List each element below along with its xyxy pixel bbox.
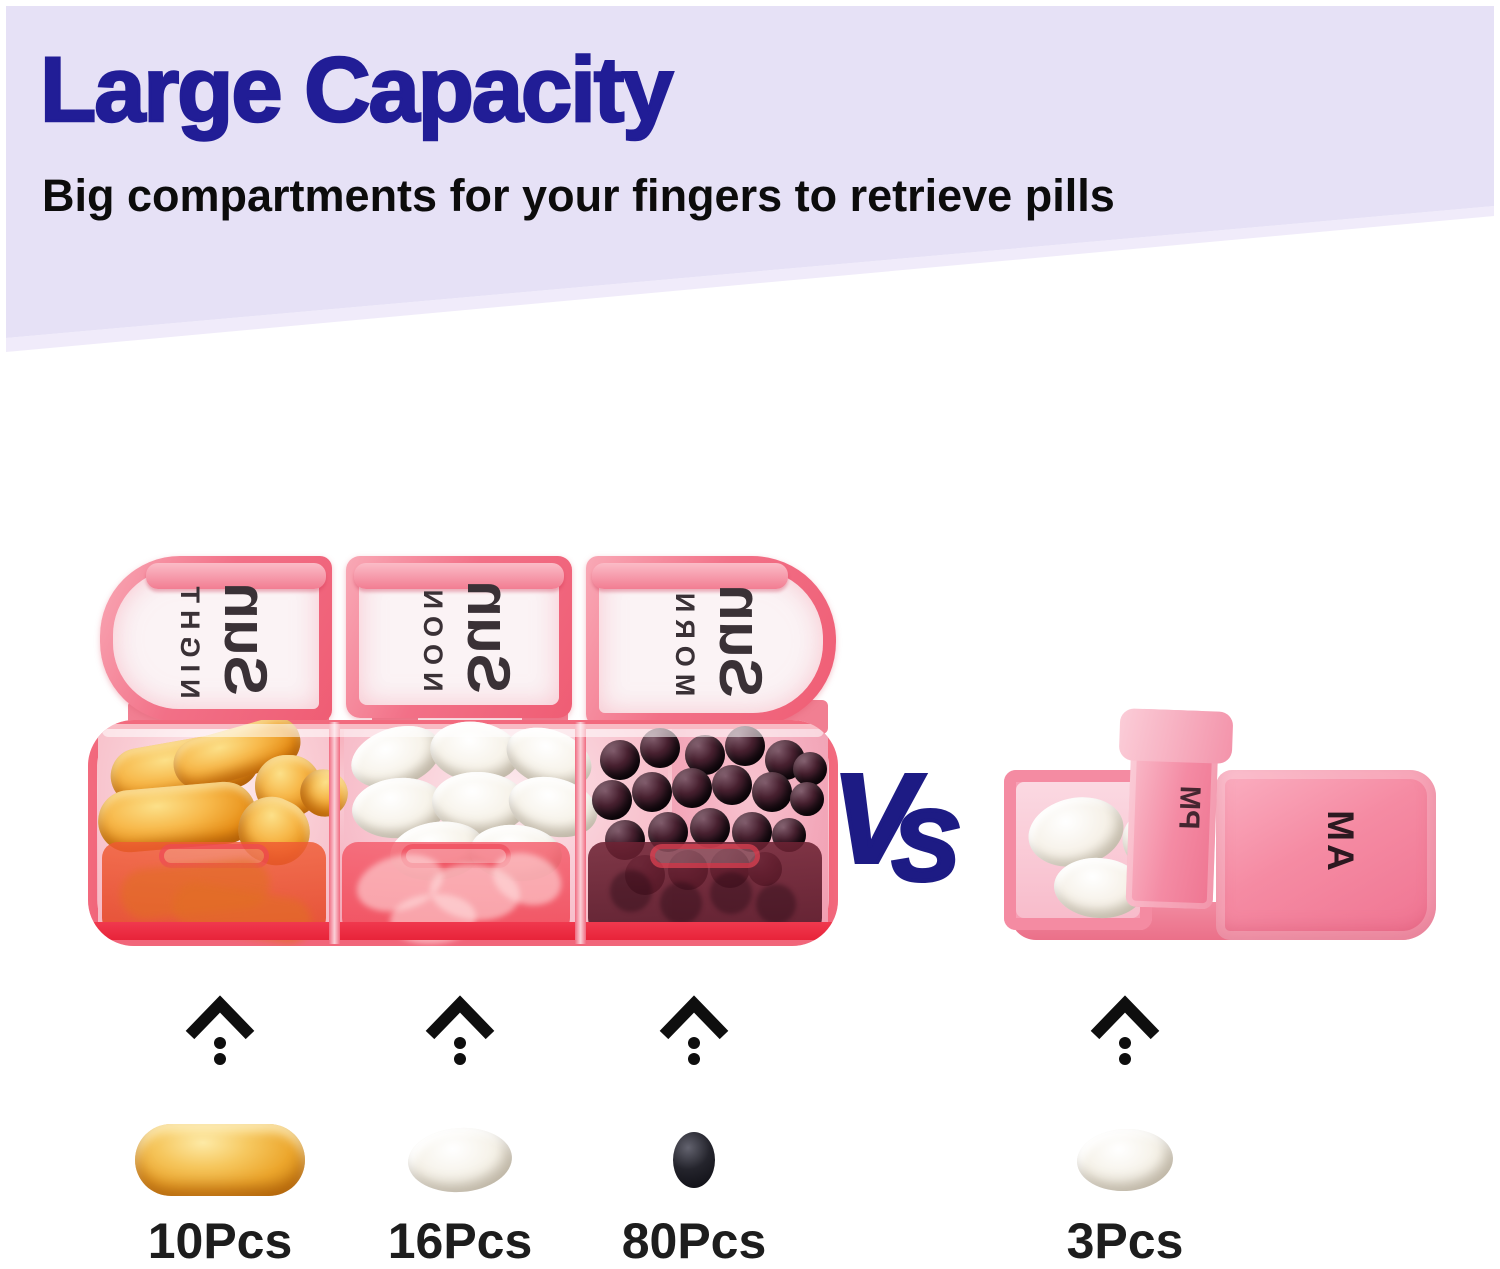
lid-time-text: NOON [418,582,449,692]
black-round-pill [673,1132,715,1188]
compartment-divider [575,722,586,944]
pill-count: 10Pcs [147,1213,293,1269]
tray-morn [588,842,822,934]
pill-count: 3Pcs [1066,1213,1184,1269]
lid-window [359,569,559,705]
black-pill [790,782,824,816]
black-pill [600,740,640,780]
pm-label: PM [1172,785,1207,830]
am-label: AM [1320,807,1361,871]
lid-sun-night: Sun NIGHT [100,556,332,722]
white-oval-pill [405,1124,515,1196]
legend-col-softgel: 10Pcs [100,993,340,1266]
pill-reflection [756,884,796,924]
white-oval-pill [1075,1126,1175,1194]
lid-time-text: MORN [670,585,701,697]
black-pill [793,752,827,786]
tray-noon [342,842,570,946]
page-title: Large Capacity [39,38,675,142]
page-subtitle: Big compartments for your fingers to ret… [42,170,1115,221]
organizer-body [88,720,838,946]
lid-clasp [354,563,564,589]
black-pill [672,768,712,808]
lid-day-text: Sun [707,584,775,698]
pill-count: 80Pcs [621,1213,767,1269]
pill-reflection [610,870,652,912]
pill-count: 16Pcs [387,1213,533,1269]
black-pill [690,808,730,848]
vs-letter-s: S [890,790,961,902]
black-pill [712,765,752,805]
up-arrow-icon [185,995,255,1065]
lid-sun-noon: Sun NOON [346,556,572,718]
body-bottom-edge [94,922,832,940]
lid-day-text: Sun [455,580,523,694]
lid-sun-morn: Sun MORN [586,556,836,726]
lid-clasp [146,563,326,589]
tray-night [102,842,326,946]
lid-window [599,569,823,713]
up-arrow-icon [425,995,495,1065]
legend-col-black-pill: 80Pcs [574,993,814,1266]
pill-reflection [660,882,702,924]
small-am-pm-pillbox-photo: AM PM [1004,708,1436,942]
black-pill [752,772,792,812]
tray-slot [655,849,755,863]
lid-clasp [592,563,788,589]
up-arrow-icon [659,995,729,1065]
lid-label: Sun NOON [388,524,550,750]
pill-reflection [710,872,752,914]
legend-col-white-pill: 16Pcs [340,993,580,1266]
lid-window [113,569,319,709]
lid-day-text: Sun [212,582,280,696]
vs-letter-v: V [830,748,918,889]
up-arrow-icon [1090,995,1160,1065]
compartment-divider [329,722,340,944]
black-pill [592,780,632,820]
body-rim-highlight [102,724,824,737]
small-box-closed-lid: AM [1216,770,1436,940]
lid-time-text: NIGHT [175,579,206,699]
amber-softgel-capsule [135,1124,305,1196]
black-pill [632,772,672,812]
small-box-open-lid-flap: PM [1125,708,1220,910]
legend-col-small-box-pill: 3Pcs [1005,993,1245,1266]
